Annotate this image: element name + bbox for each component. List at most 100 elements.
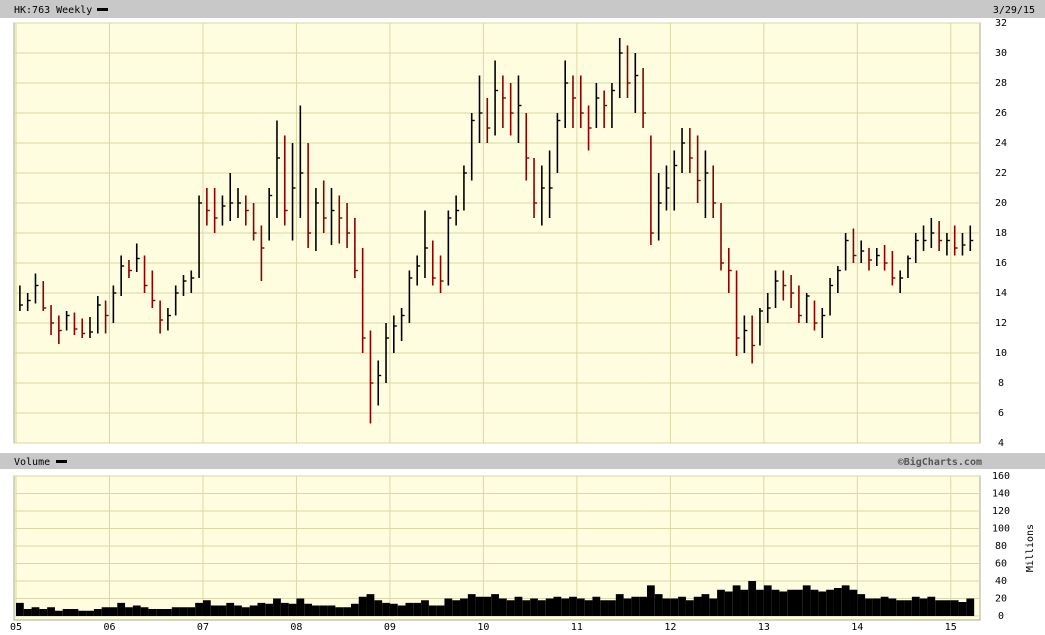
- y-tick-label: 80: [995, 541, 1007, 552]
- volume-bar: [732, 585, 741, 616]
- volume-bar: [202, 600, 211, 616]
- volume-bar: [927, 596, 936, 616]
- volume-bar: [47, 607, 55, 616]
- y-tick-label: 40: [995, 576, 1007, 587]
- volume-bar: [537, 600, 546, 616]
- x-tick-label: 13: [758, 622, 770, 633]
- volume-bar: [467, 594, 476, 616]
- volume-bar: [646, 585, 655, 616]
- volume-bar: [93, 609, 102, 616]
- volume-bar: [771, 589, 780, 616]
- volume-bar: [600, 600, 609, 616]
- volume-bar: [358, 596, 367, 616]
- y-tick-label: 0: [998, 611, 1004, 622]
- volume-bar: [249, 605, 258, 616]
- y-tick-label: 24: [995, 138, 1007, 149]
- volume-bar: [911, 596, 920, 616]
- volume-bar: [109, 607, 118, 616]
- volume-bar: [382, 602, 390, 616]
- volume-bar: [631, 596, 640, 616]
- y-tick-label: 20: [995, 198, 1007, 209]
- volume-bar: [0, 453, 1045, 469]
- volume-bar: [724, 591, 733, 616]
- x-tick-label: 12: [664, 622, 676, 633]
- volume-bar: [966, 598, 975, 616]
- volume-bar: [280, 602, 289, 616]
- volume-bar: [623, 598, 632, 616]
- volume-bar: [709, 598, 718, 616]
- volume-bar: [904, 600, 912, 616]
- volume-bar: [389, 603, 398, 616]
- y-tick-label: 32: [995, 18, 1007, 29]
- volume-bar: [327, 605, 336, 616]
- volume-bar: [234, 605, 242, 616]
- volume-bar: [810, 589, 819, 616]
- chart-title: HK:763 Weekly: [14, 5, 92, 16]
- y-tick-label: 60: [995, 559, 1007, 570]
- x-tick-label: 10: [477, 622, 489, 633]
- volume-bar: [343, 607, 351, 616]
- volume-bar: [592, 596, 601, 616]
- source: ©BigCharts.com: [898, 456, 982, 468]
- volume-bar: [483, 596, 492, 616]
- y-tick-label: 30: [995, 48, 1007, 59]
- volume-bar: [841, 585, 850, 616]
- x-tick-label: 06: [103, 622, 115, 633]
- volume-bar: [312, 605, 320, 616]
- volume-bar: [436, 605, 445, 616]
- volume-bar: [444, 598, 453, 616]
- volume-bar: [350, 603, 359, 616]
- volume-bar: [701, 594, 710, 616]
- x-tick-label: 11: [571, 622, 583, 633]
- volume-bar: [818, 591, 827, 616]
- y-tick-label: 14: [995, 288, 1007, 299]
- volume-bar: [288, 603, 297, 616]
- volume-bar: [39, 609, 48, 616]
- volume-bar: [156, 609, 165, 616]
- volume-bar: [31, 607, 40, 616]
- volume-bar: [662, 598, 671, 616]
- y-axis-label: Millions: [1025, 524, 1036, 572]
- volume-bar: [530, 598, 538, 616]
- legend-icon: [97, 8, 108, 11]
- volume-bar: [896, 600, 905, 616]
- volume-bar: [740, 589, 749, 616]
- volume-bar: [16, 602, 24, 616]
- volume-title: Volume: [14, 457, 50, 468]
- y-tick-label: 160: [992, 471, 1010, 482]
- y-tick-label: 20: [995, 594, 1007, 605]
- volume-bar: [413, 602, 422, 616]
- volume-bar: [265, 603, 274, 616]
- volume-bar: [117, 602, 126, 616]
- y-tick-label: 140: [992, 489, 1010, 500]
- chart-date: 3/29/15: [993, 5, 1035, 16]
- volume-bar: [522, 600, 531, 616]
- volume-bar: [545, 598, 554, 616]
- volume-bar: [421, 600, 429, 616]
- x-tick-label: 05: [10, 622, 22, 633]
- volume-bar: [950, 600, 959, 616]
- y-tick-label: 100: [992, 524, 1010, 535]
- volume-bar: [257, 602, 266, 616]
- volume-bar: [795, 589, 803, 616]
- legend-icon: [56, 460, 67, 463]
- volume-bar: [826, 589, 834, 616]
- volume-bar: [54, 610, 63, 616]
- volume-bar: [140, 607, 149, 616]
- volume-bar: [366, 594, 375, 616]
- volume-bar: [569, 596, 577, 616]
- x-tick-label: 07: [197, 622, 209, 633]
- volume-bar: [943, 600, 951, 616]
- volume-bar: [833, 588, 842, 616]
- volume-bar: [576, 598, 585, 616]
- volume-bar: [865, 598, 873, 616]
- volume-bar: [171, 607, 180, 616]
- y-tick-label: 28: [995, 78, 1007, 89]
- volume-bar: [935, 600, 944, 616]
- y-tick-label: 12: [995, 318, 1007, 329]
- volume-bar: [273, 598, 281, 616]
- header-bar: [0, 0, 1045, 18]
- y-tick-label: 18: [995, 228, 1007, 239]
- volume-bar: [374, 600, 383, 616]
